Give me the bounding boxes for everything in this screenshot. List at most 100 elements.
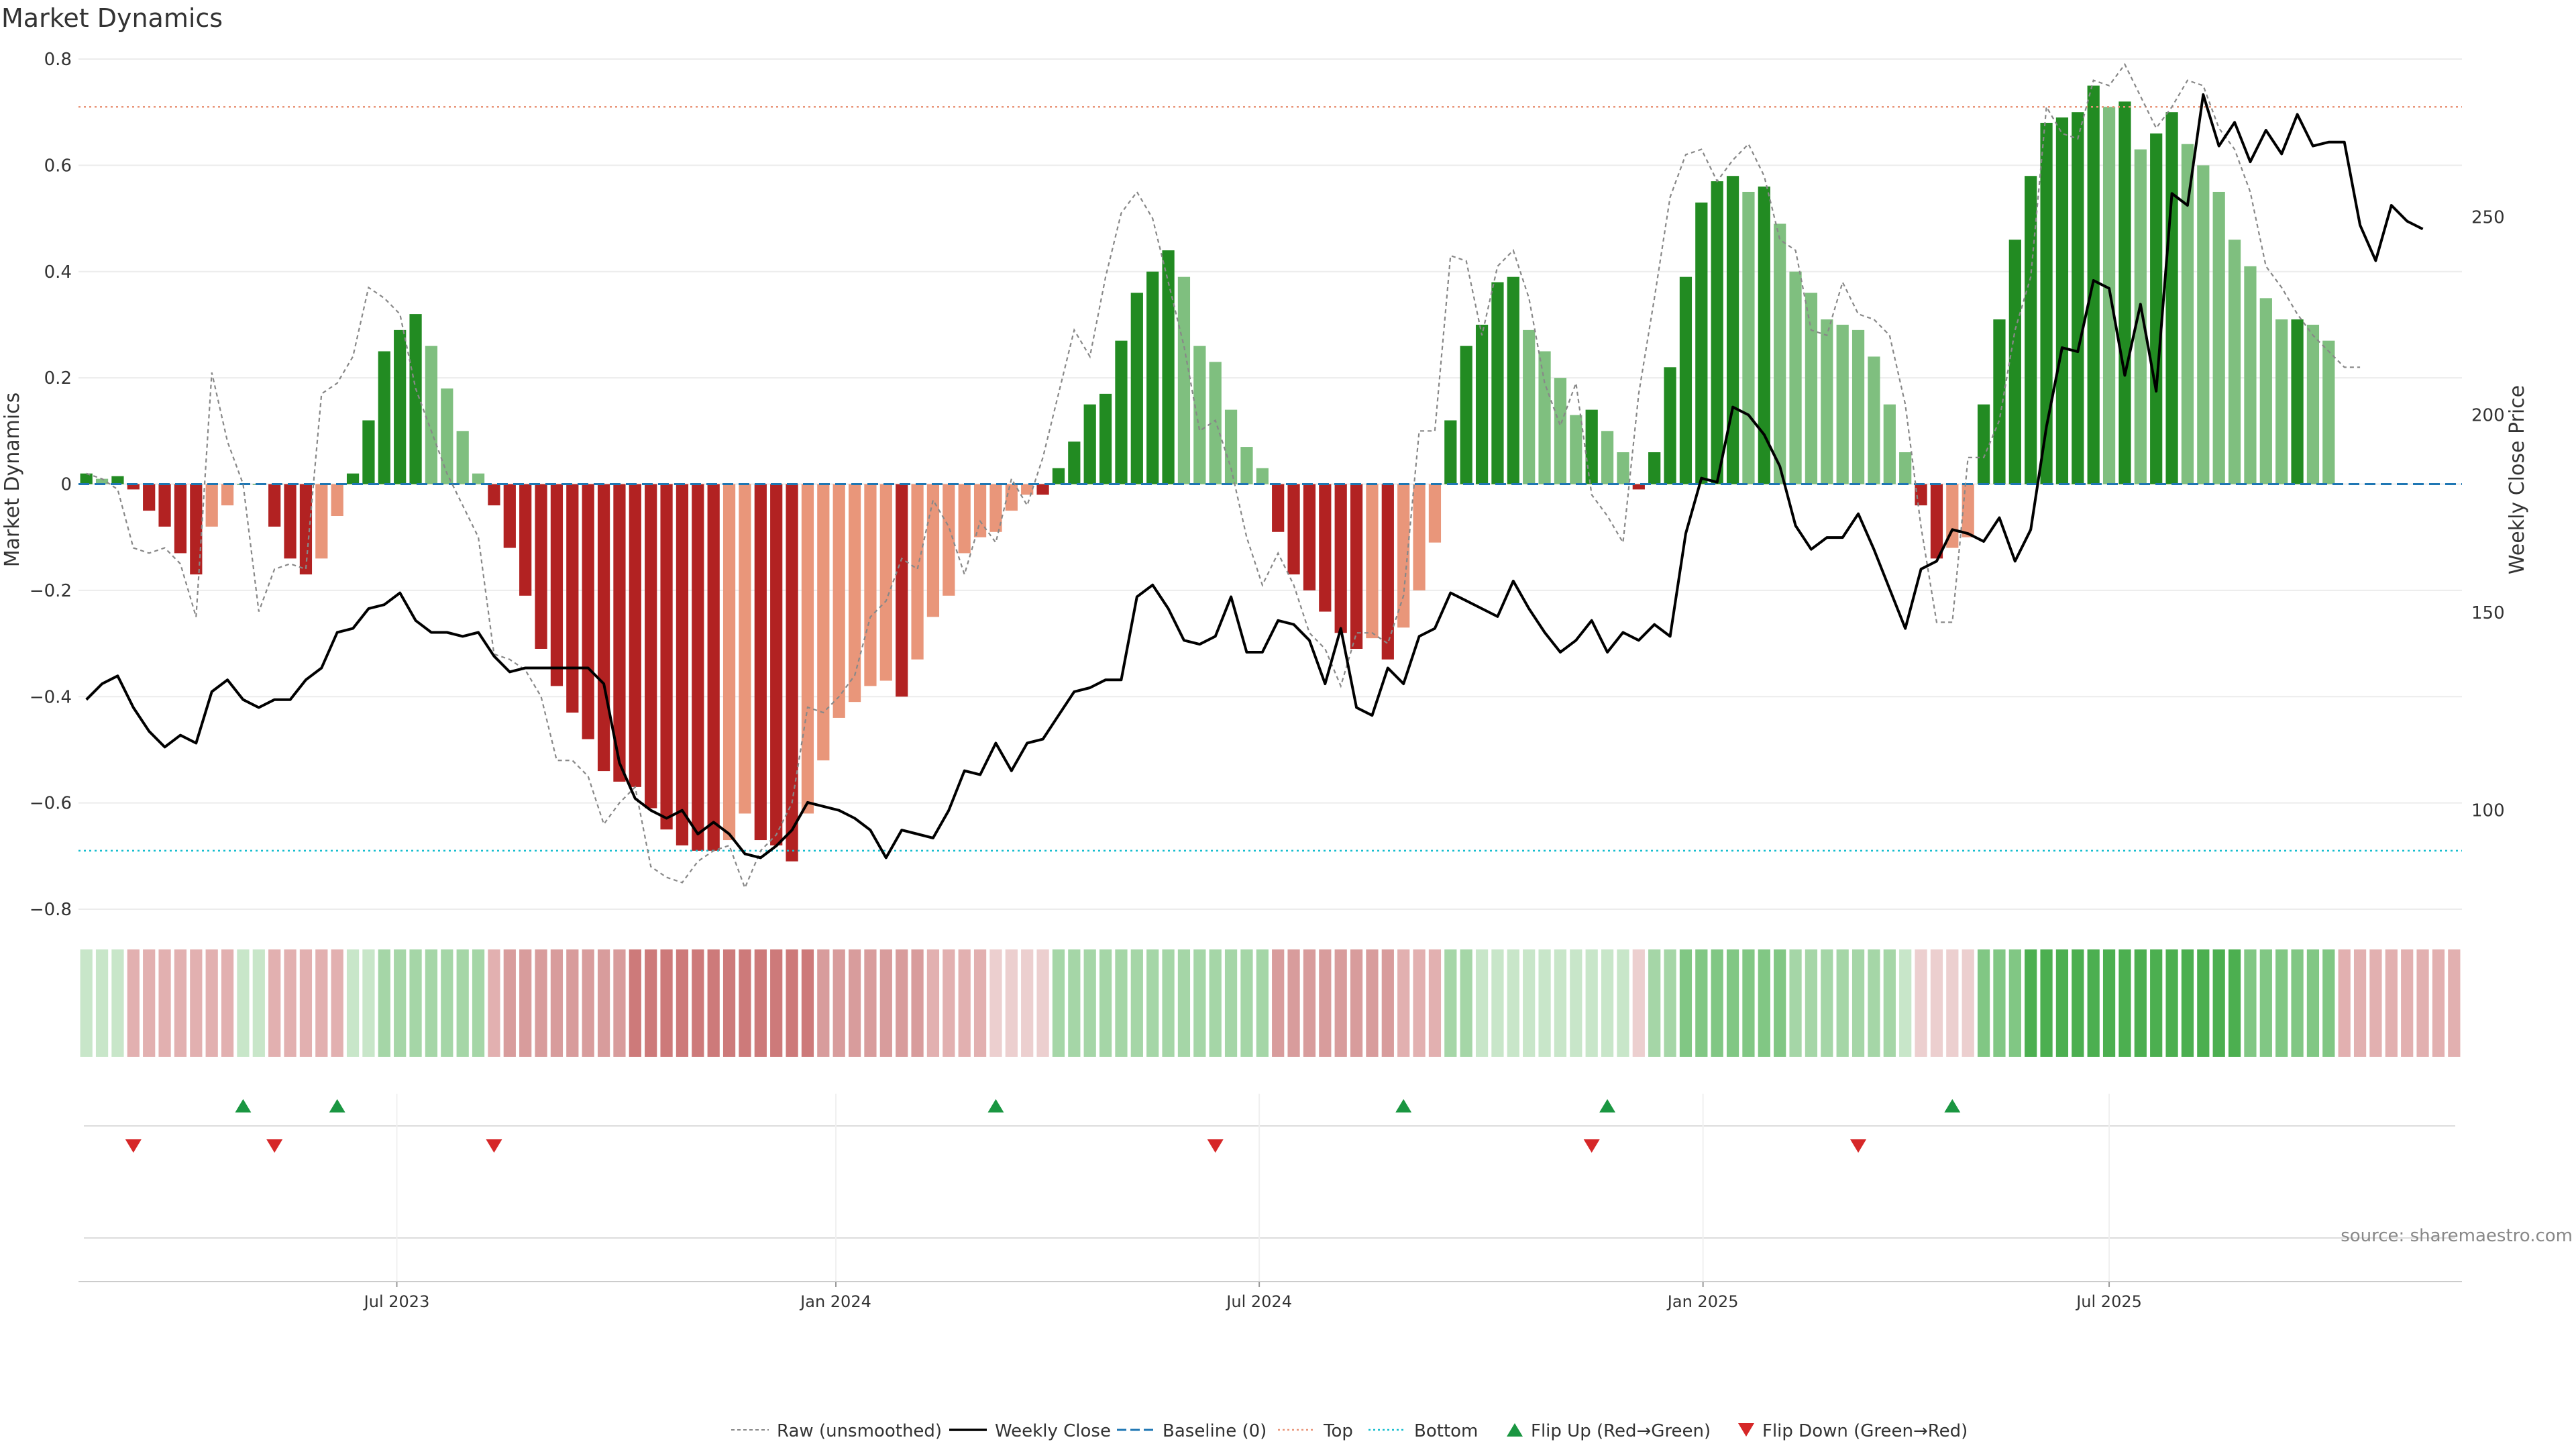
strip-cell xyxy=(221,949,234,1057)
source-note: source: sharemaestro.com xyxy=(2341,1226,2573,1246)
strip-cell xyxy=(1413,949,1426,1057)
y-tick-label-left: 0.4 xyxy=(44,262,72,282)
momentum-bar xyxy=(2008,240,2021,484)
momentum-bar xyxy=(1601,431,1614,484)
strip-cell xyxy=(1460,949,1472,1057)
flip-up-marker xyxy=(235,1099,252,1112)
momentum-bar xyxy=(1789,271,1802,484)
strip-cell xyxy=(660,949,673,1057)
momentum-bar xyxy=(1821,319,1833,484)
strip-cell xyxy=(252,949,265,1057)
y-tick-label-left: 0.6 xyxy=(44,156,72,176)
strip-cell xyxy=(1115,949,1128,1057)
momentum-bar xyxy=(409,314,422,484)
y-tick-label-left: −0.6 xyxy=(30,794,72,814)
momentum-bar xyxy=(1475,324,1489,484)
x-tick-label: Jul 2023 xyxy=(363,1292,430,1311)
strip-cell xyxy=(158,949,171,1057)
momentum-bar xyxy=(1460,346,1472,484)
strip-cell xyxy=(1224,949,1238,1057)
momentum-bar xyxy=(989,484,1002,532)
strip-cell xyxy=(2102,949,2116,1057)
strip-cell xyxy=(503,949,516,1057)
strip-cell xyxy=(2338,949,2351,1057)
momentum-bar xyxy=(519,484,532,596)
strip-cell xyxy=(973,949,987,1057)
strip-cell xyxy=(722,949,736,1057)
flip-down-marker xyxy=(1850,1139,1867,1153)
momentum-bar xyxy=(2228,240,2241,484)
strip-cell xyxy=(707,949,720,1057)
momentum-bar xyxy=(1507,276,1519,484)
strip-cell xyxy=(692,949,704,1057)
momentum-bar xyxy=(597,484,610,772)
strip-cell xyxy=(1146,949,1159,1057)
strip-cell xyxy=(346,949,360,1057)
momentum-bar xyxy=(2150,133,2163,484)
strip-cell xyxy=(1836,949,1849,1057)
momentum-bar xyxy=(488,484,500,506)
strip-cell xyxy=(1052,949,1065,1057)
momentum-bar xyxy=(2025,176,2037,484)
strip-cell xyxy=(613,949,626,1057)
strip-cell xyxy=(456,949,469,1057)
strip-cell xyxy=(597,949,610,1057)
y-tick-label-left: −0.4 xyxy=(30,687,72,707)
flip-down-marker xyxy=(486,1139,502,1153)
y-tick-label-left: 0.2 xyxy=(44,368,72,388)
momentum-bar xyxy=(676,484,689,845)
momentum-bar xyxy=(1742,191,1755,484)
flip-up-marker xyxy=(987,1099,1004,1112)
y-tick-label-left: −0.2 xyxy=(30,581,72,601)
momentum-bar xyxy=(2118,101,2131,484)
momentum-bar xyxy=(1632,484,1645,490)
momentum-bar xyxy=(582,484,594,739)
strip-cell xyxy=(1366,949,1379,1057)
momentum-bar xyxy=(1068,442,1081,484)
strip-cell xyxy=(2181,949,2194,1057)
strip-cell xyxy=(958,949,971,1057)
y-tick-label-right: 200 xyxy=(2471,405,2505,425)
momentum-bar xyxy=(1005,484,1018,511)
strip-cell xyxy=(409,949,422,1057)
momentum-bar xyxy=(95,478,109,484)
momentum-bar xyxy=(879,484,892,681)
momentum-bar xyxy=(739,484,751,814)
momentum-bar xyxy=(111,476,124,484)
momentum-bars xyxy=(80,85,2335,862)
strip-cell xyxy=(1774,949,1786,1057)
momentum-bar xyxy=(1585,409,1598,484)
momentum-bar xyxy=(1570,415,1582,484)
momentum-bar xyxy=(848,484,861,703)
y-tick-label-right: 100 xyxy=(2471,801,2505,821)
momentum-bar xyxy=(1381,484,1394,660)
strip-cell xyxy=(1475,949,1489,1057)
momentum-bar xyxy=(926,484,940,617)
momentum-bar xyxy=(127,484,140,490)
strip-cell xyxy=(1868,949,1880,1057)
strip-cell xyxy=(1711,949,1723,1057)
strip-cell xyxy=(2275,949,2288,1057)
momentum-bar xyxy=(2072,112,2084,484)
momentum-bar xyxy=(1946,484,1959,548)
strip-cell xyxy=(2385,949,2398,1057)
momentum-bar xyxy=(2040,123,2053,484)
strip-cell xyxy=(1036,949,1049,1057)
strip-cell xyxy=(1899,949,1912,1057)
momentum-bar xyxy=(1726,176,1739,484)
strip-cell xyxy=(1805,949,1818,1057)
legend-label: Flip Up (Red→Green) xyxy=(1531,1421,1711,1441)
strip-cell xyxy=(1977,949,1990,1057)
strip-cell xyxy=(2040,949,2053,1057)
momentum-bar xyxy=(2275,319,2288,484)
momentum-bar xyxy=(1334,484,1347,633)
momentum-bar xyxy=(1993,319,2006,484)
momentum-bar xyxy=(80,473,93,484)
y-tick-label-right: 150 xyxy=(2471,603,2505,623)
momentum-bar xyxy=(1036,484,1049,495)
momentum-bar xyxy=(1617,452,1629,484)
strip-cell xyxy=(1538,949,1551,1057)
strip-cell xyxy=(1585,949,1598,1057)
momentum-bar xyxy=(2291,319,2304,484)
x-tick-label: Jan 2024 xyxy=(799,1292,871,1311)
